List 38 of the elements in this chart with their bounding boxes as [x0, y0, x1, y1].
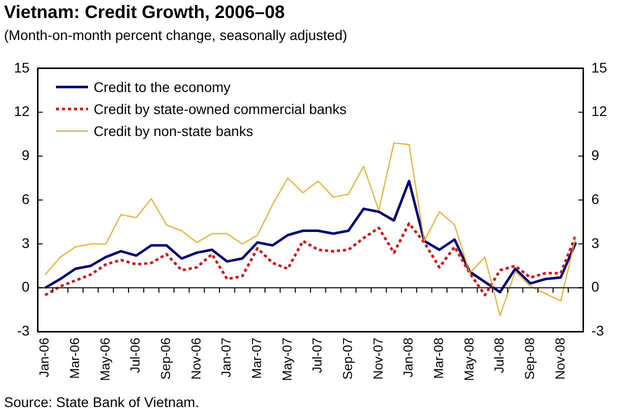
y2-tick-label: 15	[591, 59, 608, 76]
y-tick-label: 3	[22, 234, 30, 251]
x-tick-label: Mar-08	[430, 338, 446, 379]
chart-subtitle: (Month-on-month percent change, seasonally adjusted)	[4, 27, 348, 43]
x-tick-label: Jan-07	[218, 338, 234, 378]
x-tick-label: May-08	[461, 338, 476, 382]
x-tick-label: Sep-08	[522, 338, 537, 380]
x-tick-label: Nov-08	[552, 338, 568, 380]
x-tick-label: Mar-07	[249, 338, 264, 379]
y-tick-label: 6	[22, 190, 30, 207]
y2-tick-label: 0	[591, 278, 600, 295]
x-tick-label: Sep-07	[340, 338, 355, 380]
x-tick-label: May-06	[97, 338, 112, 382]
y-tick-label: 12	[14, 103, 30, 120]
y2-tick-label: -3	[591, 322, 604, 339]
y2-tick-label: 6	[591, 190, 600, 207]
legend-label: Credit by non-state banks	[94, 122, 254, 142]
y2-tick-label: 9	[591, 147, 600, 164]
legend-label: Credit by state-owned commercial banks	[94, 100, 346, 120]
x-tick-label: Nov-06	[188, 338, 204, 380]
x-tick-label: Jul-06	[128, 338, 143, 374]
x-tick-label: Jul-07	[310, 338, 325, 374]
chart-title: Vietnam: Credit Growth, 2006–08	[4, 2, 285, 23]
x-tick-label: Jan-06	[36, 338, 52, 378]
y2-tick-label: 12	[591, 103, 608, 120]
x-tick-label: Sep-06	[158, 338, 174, 380]
y-tick-label: 0	[22, 278, 30, 295]
x-tick-label: Nov-07	[370, 338, 386, 380]
y-tick-label: -3	[17, 322, 30, 339]
source-note: Source: State Bank of Vietnam.	[4, 394, 200, 410]
x-tick-label: Jan-08	[400, 338, 416, 378]
legend-label: Credit to the economy	[94, 78, 231, 98]
y-tick-label: 15	[14, 59, 30, 76]
y2-tick-label: 3	[591, 234, 600, 251]
y-tick-label: 9	[22, 147, 30, 164]
x-tick-label: May-07	[279, 338, 294, 382]
x-tick-label: Jul-08	[492, 338, 507, 374]
x-tick-label: Mar-06	[67, 338, 82, 379]
